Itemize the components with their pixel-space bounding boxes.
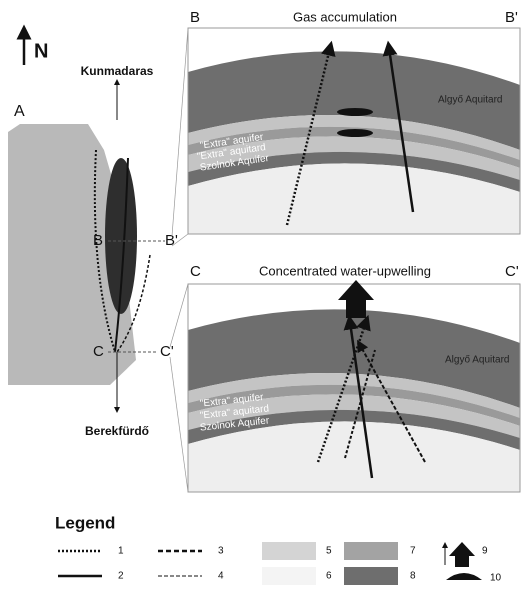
- layer-label: Algyő Aquitard: [438, 95, 503, 106]
- legend-symbol: [262, 542, 316, 560]
- north-label: N: [34, 40, 48, 62]
- connector: [170, 357, 188, 492]
- section-end: C': [505, 263, 519, 280]
- section-label: C: [93, 343, 104, 360]
- figure: N A Kunmadaras Berekfürdő B B' C C' B B'…: [0, 0, 525, 589]
- legend-number: 2: [118, 571, 124, 582]
- section-title: Gas accumulation: [293, 9, 397, 24]
- connector: [172, 28, 188, 236]
- section-start: B: [190, 9, 200, 26]
- section-label: B: [93, 232, 103, 249]
- map-label: A: [14, 103, 25, 120]
- gas-lens: [337, 108, 373, 116]
- legend-number: 7: [410, 546, 416, 557]
- section-start: C: [190, 263, 201, 280]
- legend-symbol: [344, 567, 398, 585]
- map-north-end: Kunmadaras: [81, 64, 154, 78]
- legend-number: 1: [118, 546, 124, 557]
- section-label: C': [160, 343, 174, 360]
- legend-number: 6: [326, 571, 332, 582]
- map-south-end: Berekfürdő: [85, 424, 149, 438]
- layer-label: Algyő Aquitard: [445, 355, 510, 366]
- section-title: Concentrated water-upwelling: [259, 263, 431, 278]
- legend-number: 9: [482, 546, 488, 557]
- legend-symbol: [262, 567, 316, 585]
- connector: [170, 284, 188, 347]
- legend-symbol: [344, 542, 398, 560]
- legend-symbol: [446, 573, 482, 580]
- legend-number: 10: [490, 573, 502, 584]
- section-label: B': [165, 232, 178, 249]
- legend-title: Legend: [55, 513, 115, 532]
- legend-number: 5: [326, 546, 332, 557]
- legend-number: 8: [410, 571, 416, 582]
- gas-lens: [337, 129, 373, 137]
- legend-symbol: [449, 542, 475, 567]
- legend-number: 3: [218, 546, 224, 557]
- legend-number: 4: [218, 571, 224, 582]
- section-end: B': [505, 9, 518, 26]
